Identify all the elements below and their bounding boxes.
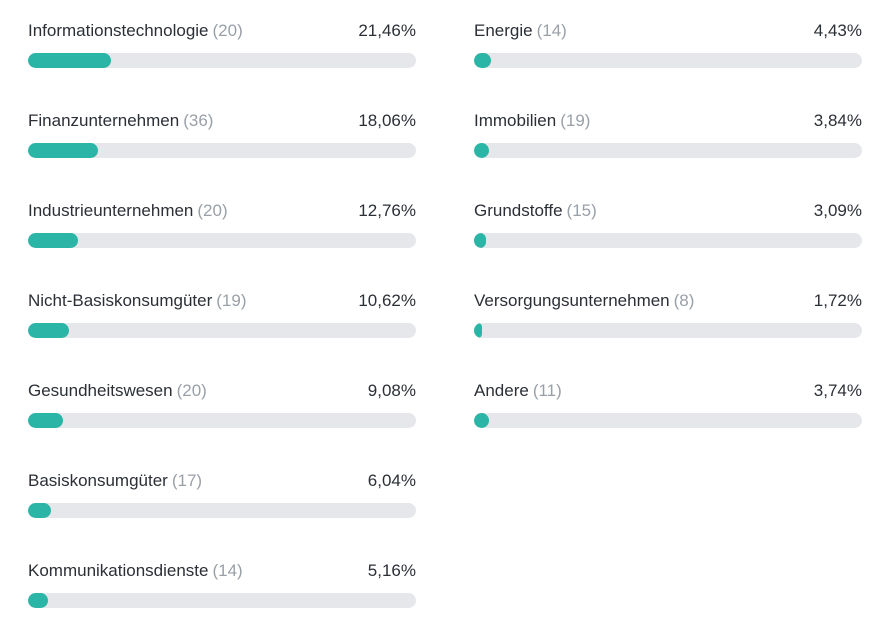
sector-bar-fill — [474, 233, 486, 248]
sector-bar-fill — [474, 143, 489, 158]
sector-bar-fill — [474, 323, 482, 338]
sector-percent: 4,43% — [813, 21, 862, 40]
sector-count: (15) — [566, 201, 597, 220]
sector-bar-track — [28, 593, 416, 608]
sector-name: Energie — [474, 21, 533, 40]
sector-bar-fill — [28, 233, 78, 248]
sector-bar-fill — [28, 503, 52, 518]
sector-row: Finanzunternehmen (36) 18,06% — [28, 90, 416, 160]
sector-row-header: Finanzunternehmen (36) 18,06% — [28, 109, 416, 133]
sector-row-header: Grundstoffe (15) 3,09% — [474, 199, 862, 223]
sector-label-group: Grundstoffe (15) — [474, 199, 597, 223]
sector-row-header: Kommunikationsdienste (14) 5,16% — [28, 559, 416, 583]
sector-name: Versorgungsunternehmen — [474, 291, 670, 310]
sector-row: Immobilien (19) 3,84% — [474, 90, 862, 160]
sector-name: Andere — [474, 381, 529, 400]
sector-row-header: Versorgungsunternehmen (8) 1,72% — [474, 289, 862, 313]
sector-row: Informationstechnologie (20) 21,46% — [28, 0, 416, 70]
sector-row: Kommunikationsdienste (14) 5,16% — [28, 540, 416, 610]
sector-label-group: Immobilien (19) — [474, 109, 590, 133]
sector-row-header: Nicht-Basiskonsumgüter (19) 10,62% — [28, 289, 416, 313]
sector-count: (36) — [183, 111, 214, 130]
sector-percent: 3,84% — [813, 111, 862, 130]
sector-row-header: Andere (11) 3,74% — [474, 379, 862, 403]
sector-row: Grundstoffe (15) 3,09% — [474, 180, 862, 250]
sector-count: (14) — [212, 561, 243, 580]
sector-label-group: Finanzunternehmen (36) — [28, 109, 213, 133]
sector-name: Industrieunternehmen — [28, 201, 194, 220]
sector-count: (19) — [560, 111, 591, 130]
sector-label-group: Energie (14) — [474, 19, 567, 43]
sector-bar-fill — [474, 53, 492, 68]
sector-bar-track — [474, 143, 862, 158]
sector-bar-track — [474, 323, 862, 338]
sector-bar-fill — [474, 413, 489, 428]
sector-bar-track — [28, 143, 416, 158]
sector-percent: 3,09% — [813, 201, 862, 220]
sector-bar-track — [28, 53, 416, 68]
sector-row-header: Informationstechnologie (20) 21,46% — [28, 19, 416, 43]
sector-bar-track — [28, 503, 416, 518]
sector-label-group: Basiskonsumgüter (17) — [28, 469, 202, 493]
sector-row: Industrieunternehmen (20) 12,76% — [28, 180, 416, 250]
sector-row-header: Energie (14) 4,43% — [474, 19, 862, 43]
sector-bar-fill — [28, 143, 99, 158]
sector-name: Immobilien — [474, 111, 557, 130]
sector-percent: 21,46% — [358, 21, 416, 40]
sector-bar-track — [28, 323, 416, 338]
sector-name: Basiskonsumgüter — [28, 471, 168, 490]
sector-count: (20) — [197, 201, 228, 220]
sector-name: Nicht-Basiskonsumgüter — [28, 291, 213, 310]
sector-count: (8) — [673, 291, 695, 310]
sector-label-group: Industrieunternehmen (20) — [28, 199, 228, 223]
sector-count: (14) — [536, 21, 567, 40]
sector-name: Kommunikationsdienste — [28, 561, 209, 580]
sector-bar-track — [28, 233, 416, 248]
sector-count: (19) — [216, 291, 247, 310]
sector-label-group: Nicht-Basiskonsumgüter (19) — [28, 289, 246, 313]
sector-row: Nicht-Basiskonsumgüter (19) 10,62% — [28, 270, 416, 340]
sector-label-group: Kommunikationsdienste (14) — [28, 559, 243, 583]
sector-row: Energie (14) 4,43% — [474, 0, 862, 70]
sector-row: Gesundheitswesen (20) 9,08% — [28, 360, 416, 430]
sector-percent: 18,06% — [358, 111, 416, 130]
sector-percent: 9,08% — [367, 381, 416, 400]
sector-row-header: Basiskonsumgüter (17) 6,04% — [28, 469, 416, 493]
sector-name: Gesundheitswesen — [28, 381, 173, 400]
sector-bar-fill — [28, 413, 64, 428]
sector-row: Versorgungsunternehmen (8) 1,72% — [474, 270, 862, 340]
sector-label-group: Informationstechnologie (20) — [28, 19, 243, 43]
sector-name: Finanzunternehmen — [28, 111, 180, 130]
sector-name: Informationstechnologie — [28, 21, 209, 40]
sector-bar-fill — [28, 323, 70, 338]
sector-percent: 3,74% — [813, 381, 862, 400]
sector-bar-track — [474, 53, 862, 68]
sector-percent: 6,04% — [367, 471, 416, 490]
sector-percent: 1,72% — [813, 291, 862, 310]
sector-bar-track — [474, 233, 862, 248]
sector-label-group: Versorgungsunternehmen (8) — [474, 289, 694, 313]
sector-bar-fill — [28, 593, 48, 608]
sector-count: (20) — [176, 381, 207, 400]
sector-row-header: Immobilien (19) 3,84% — [474, 109, 862, 133]
sector-row: Andere (11) 3,74% — [474, 360, 862, 430]
sector-row-header: Gesundheitswesen (20) 9,08% — [28, 379, 416, 403]
sector-count: (11) — [532, 381, 562, 400]
sector-bar-track — [474, 413, 862, 428]
sector-row: Basiskonsumgüter (17) 6,04% — [28, 450, 416, 520]
sector-label-group: Gesundheitswesen (20) — [28, 379, 207, 403]
sector-count: (17) — [171, 471, 203, 490]
sector-name: Grundstoffe — [474, 201, 563, 220]
sector-percent: 5,16% — [367, 561, 416, 580]
sector-percent: 10,62% — [358, 291, 416, 310]
sector-bar-track — [28, 413, 416, 428]
sector-label-group: Andere (11) — [474, 379, 562, 403]
sector-count: (20) — [212, 21, 243, 40]
sector-bar-fill — [28, 53, 112, 68]
sector-row-header: Industrieunternehmen (20) 12,76% — [28, 199, 416, 223]
sector-percent: 12,76% — [358, 201, 416, 220]
